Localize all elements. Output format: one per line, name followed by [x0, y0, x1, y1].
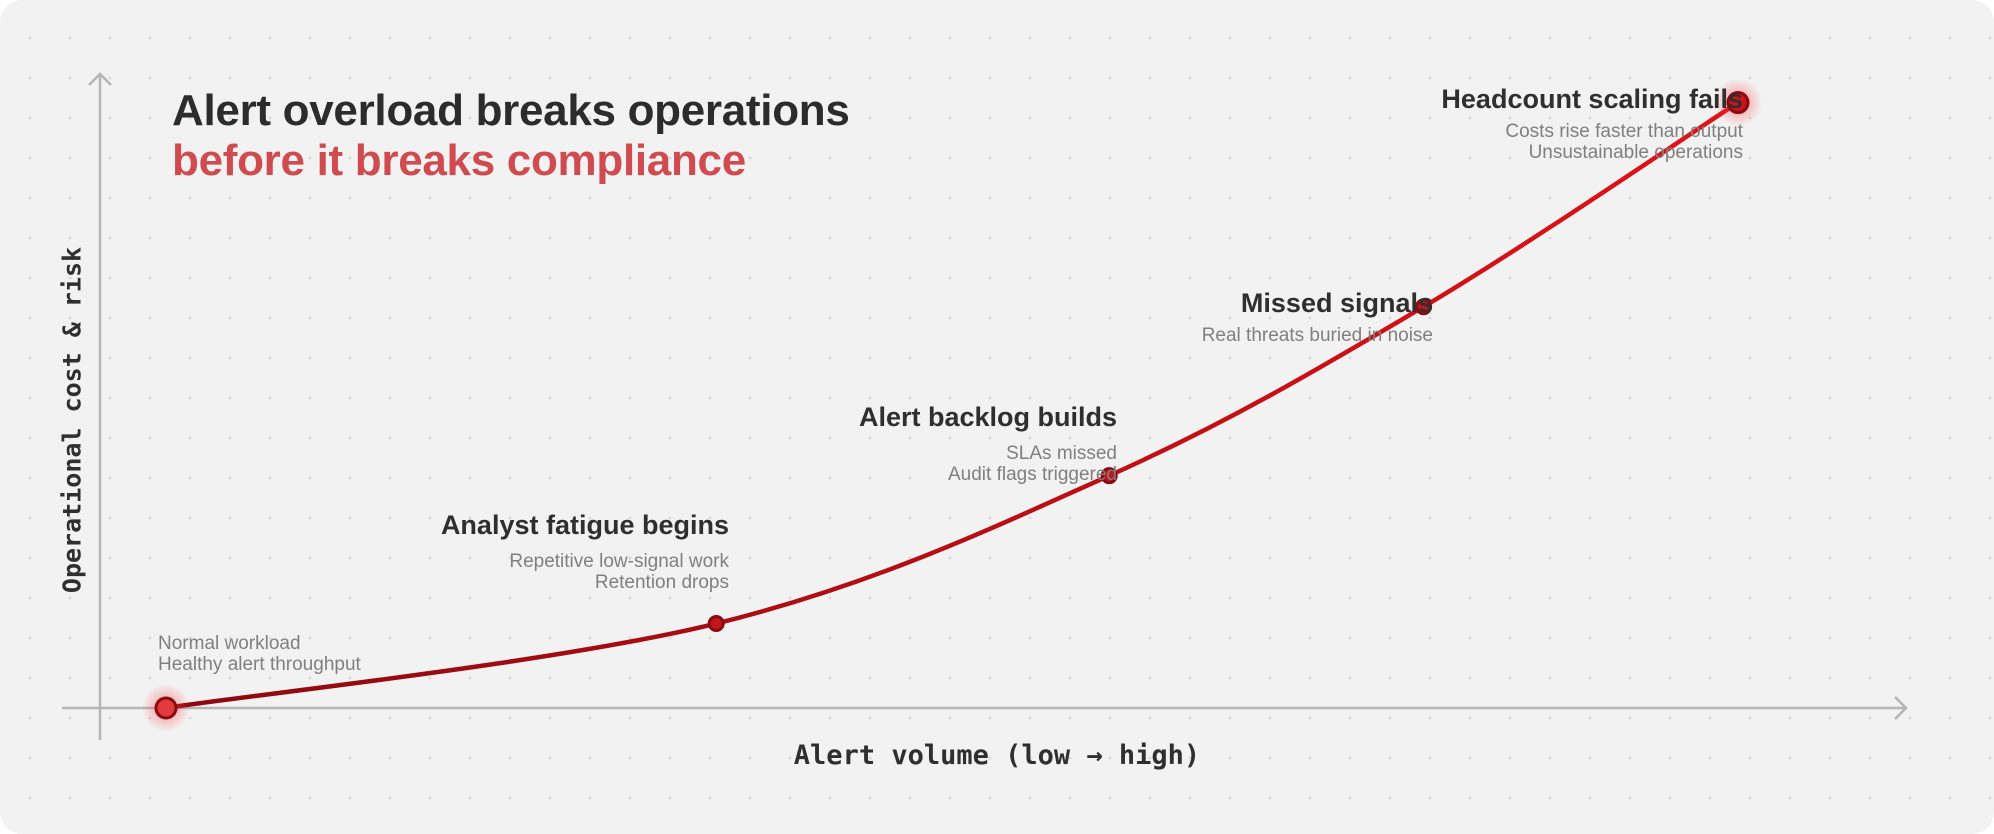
y-axis-label: Operational cost & risk [57, 246, 87, 594]
annotation-fatigue: Analyst fatigue begins Repetitive low-si… [441, 510, 729, 593]
annotation-headcount: Headcount scaling fails Costs rise faste… [1441, 84, 1743, 163]
data-point [1726, 91, 1750, 115]
annotation-missed: Missed signals Real threats buried in no… [1202, 288, 1433, 346]
data-point [154, 696, 178, 720]
annotation-normal-line-1: Normal workload [158, 633, 301, 654]
chart-title-line-2: before it breaks compliance [172, 136, 746, 185]
annotation-backlog-label: Alert backlog builds [858, 402, 1117, 432]
x-axis-label: Alert volume (low → high) [793, 740, 1201, 771]
x-axis-arrow [1894, 696, 1908, 720]
annotation-normal-line-2: Healthy alert throughput [158, 654, 361, 675]
annotation-backlog-line-2: Audit flags triggered [948, 464, 1117, 485]
chart-title-line-1: Alert overload breaks operations [172, 86, 850, 135]
annotation-fatigue-label: Analyst fatigue begins [440, 510, 729, 540]
data-point [1415, 298, 1433, 316]
annotation-missed-line-1: Real threats buried in noise [1201, 325, 1433, 346]
annotation-headcount-line-2: Unsustainable operations [1528, 142, 1743, 163]
data-point [707, 615, 725, 633]
annotation-fatigue-line-1: Repetitive low-signal work [509, 551, 729, 572]
annotation-missed-label: Missed signals [1240, 288, 1433, 318]
annotation-headcount-line-1: Costs rise faster than output [1505, 121, 1743, 142]
series-line [163, 100, 1741, 711]
annotation-backlog: Alert backlog builds SLAs missed Audit f… [859, 402, 1117, 485]
data-point [1100, 467, 1118, 485]
annotation-fatigue-line-2: Retention drops [594, 572, 729, 593]
annotation-normal: Normal workload Healthy alert throughput [158, 633, 361, 675]
y-axis-arrow [88, 72, 112, 86]
annotation-backlog-line-1: SLAs missed [1006, 443, 1117, 464]
annotation-headcount-label: Headcount scaling fails [1441, 84, 1743, 114]
